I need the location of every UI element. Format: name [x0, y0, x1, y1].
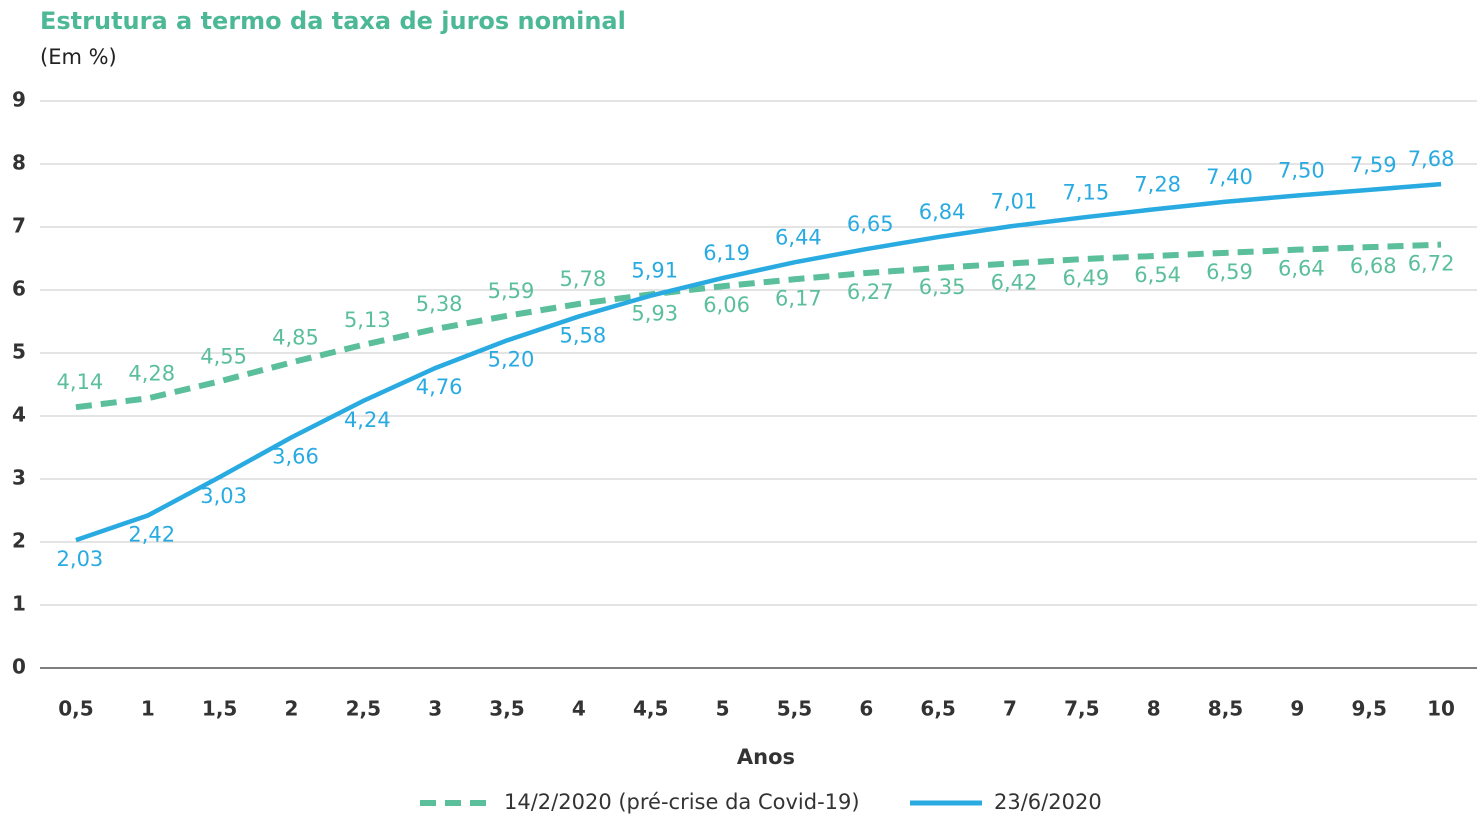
data-label: 4,28: [128, 361, 175, 385]
data-label: 4,76: [416, 375, 463, 399]
y-tick-label: 6: [12, 277, 26, 301]
y-tick-label: 1: [12, 592, 26, 616]
data-label: 6,49: [1062, 266, 1109, 290]
data-label: 6,27: [847, 280, 894, 304]
data-label: 5,59: [488, 279, 535, 303]
data-label: 6,72: [1408, 252, 1455, 276]
y-tick-label: 5: [12, 340, 26, 364]
data-label: 5,93: [631, 301, 678, 325]
x-tick-label: 1,5: [202, 697, 237, 721]
data-label: 5,58: [559, 323, 606, 347]
x-tick-label: 4: [572, 697, 586, 721]
y-tick-label: 0: [12, 655, 26, 679]
data-label: 6,06: [703, 293, 750, 317]
data-label: 6,35: [919, 275, 966, 299]
x-tick-label: 6: [859, 697, 873, 721]
x-tick-label: 9: [1290, 697, 1304, 721]
x-tick-label: 8: [1147, 697, 1161, 721]
series-line: [75, 241, 1442, 411]
y-tick-label: 3: [12, 466, 26, 490]
y-tick-label: 8: [12, 151, 26, 175]
data-label: 6,42: [991, 271, 1038, 295]
x-tick-label: 8,5: [1208, 697, 1243, 721]
x-tick-label: 1: [141, 697, 155, 721]
data-label: 5,38: [416, 292, 463, 316]
data-label: 7,68: [1408, 147, 1455, 171]
data-label: 7,01: [991, 189, 1038, 213]
data-label: 6,68: [1350, 254, 1397, 278]
data-label: 5,91: [631, 259, 678, 283]
data-label: 6,17: [775, 286, 822, 310]
x-tick-label: 10: [1427, 697, 1455, 721]
x-tick-label: 7: [1003, 697, 1017, 721]
x-tick-label: 2,5: [346, 697, 381, 721]
x-tick-label: 3,5: [489, 697, 524, 721]
data-label: 6,54: [1134, 263, 1181, 287]
data-label: 4,14: [57, 370, 104, 394]
data-label: 6,84: [919, 200, 966, 224]
y-tick-label: 4: [12, 403, 26, 427]
data-label: 7,15: [1062, 181, 1109, 205]
y-tick-label: 7: [12, 214, 26, 238]
x-tick-label: 9,5: [1352, 697, 1387, 721]
data-label: 7,40: [1206, 165, 1253, 189]
data-label: 5,78: [559, 267, 606, 291]
legend-label: 23/6/2020: [994, 790, 1102, 814]
x-tick-label: 4,5: [633, 697, 668, 721]
x-tick-label: 3: [428, 697, 442, 721]
data-label: 7,28: [1134, 172, 1181, 196]
data-label: 6,59: [1206, 260, 1253, 284]
x-tick-label: 6,5: [920, 697, 955, 721]
x-tick-label: 5,5: [777, 697, 812, 721]
data-label: 3,03: [200, 484, 247, 508]
data-label: 2,42: [128, 523, 175, 547]
data-label: 2,03: [57, 547, 104, 571]
data-label: 6,64: [1278, 257, 1325, 281]
x-tick-label: 0,5: [58, 697, 93, 721]
data-label: 3,66: [272, 444, 319, 468]
legend-label: 14/2/2020 (pré-crise da Covid-19): [504, 790, 860, 814]
data-label: 6,19: [703, 241, 750, 265]
data-label: 5,13: [344, 308, 391, 332]
data-label: 7,59: [1350, 153, 1397, 177]
data-label: 7,50: [1278, 159, 1325, 183]
data-label: 6,44: [775, 225, 822, 249]
x-tick-label: 7,5: [1064, 697, 1099, 721]
x-tick-label: 5: [716, 697, 730, 721]
data-label: 4,85: [272, 325, 319, 349]
series-line: [75, 181, 1442, 543]
y-tick-label: 9: [12, 88, 26, 112]
chart-subtitle: (Em %): [40, 45, 117, 69]
data-label: 4,55: [200, 344, 247, 368]
data-label: 5,20: [488, 347, 535, 371]
x-tick-label: 2: [285, 697, 299, 721]
data-label: 6,65: [847, 212, 894, 236]
y-tick-label: 2: [12, 529, 26, 553]
x-axis-title: Anos: [737, 745, 795, 769]
chart-title: Estrutura a termo da taxa de juros nomin…: [40, 7, 626, 35]
data-label: 4,24: [344, 408, 391, 432]
